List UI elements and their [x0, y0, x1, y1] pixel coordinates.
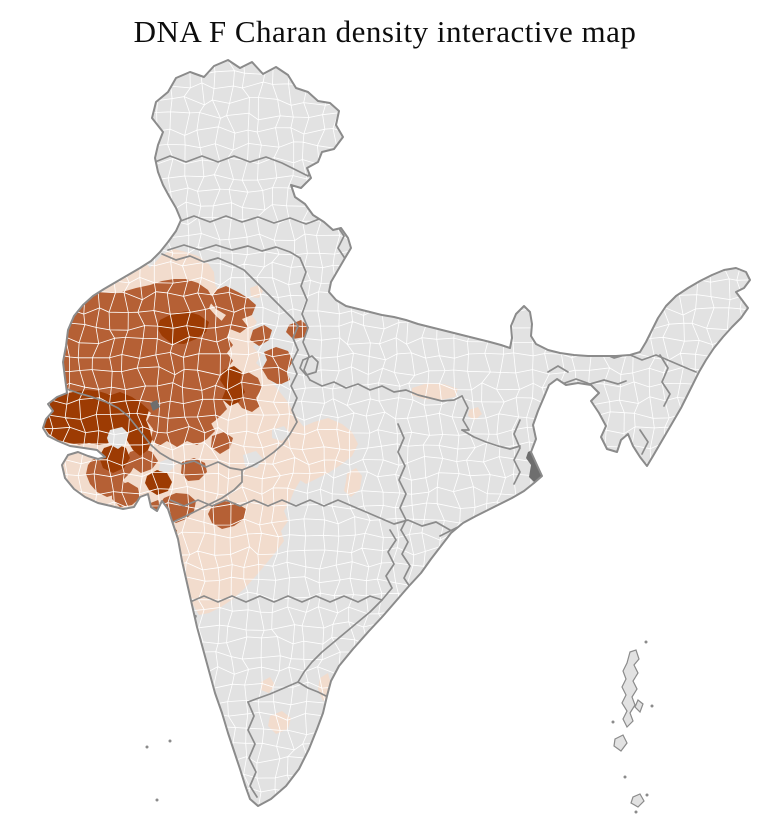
state-border: [63, 387, 243, 471]
district-salem-low[interactable]: [268, 711, 291, 734]
state-border: [461, 395, 470, 431]
state-border: [397, 423, 407, 531]
state-border: [513, 419, 521, 485]
district-saurashtra-medium-2[interactable]: [112, 482, 140, 507]
state-border: [247, 701, 258, 798]
page-title: DNA F Charan density interactive map: [133, 14, 637, 49]
state-border: [247, 681, 299, 703]
state-border: [381, 529, 397, 601]
state-border: [154, 155, 319, 177]
mainland-group: [43, 60, 750, 806]
district-bihar-low[interactable]: [468, 407, 482, 420]
state-border: [561, 378, 627, 385]
state-border: [172, 469, 243, 523]
state-border: [547, 365, 569, 373]
state-border: [299, 355, 319, 376]
state-border: [639, 429, 649, 455]
district-haryana-low-pocket[interactable]: [250, 285, 263, 298]
state-border: [241, 349, 299, 471]
island-dot: [168, 739, 172, 743]
state-border: [161, 253, 299, 351]
district-gray-pocket-4[interactable]: [159, 458, 175, 473]
district-dungarpur-medium[interactable]: [211, 432, 233, 454]
india-outline: [42, 59, 751, 807]
state-border: [189, 595, 383, 603]
island-andaman-south[interactable]: [613, 734, 628, 752]
state-border: [299, 257, 311, 381]
island-nicobar-main[interactable]: [630, 793, 645, 808]
island-dot: [623, 775, 627, 779]
island-dot: [644, 640, 648, 644]
district-little-rann-gray[interactable]: [107, 427, 128, 449]
island-andaman-main[interactable]: [621, 649, 640, 729]
district-jodhpur-high[interactable]: [157, 311, 209, 344]
state-border: [297, 599, 383, 683]
district-east-medium-small[interactable]: [286, 320, 309, 339]
state-border: [309, 379, 463, 402]
island-dot: [155, 798, 159, 802]
state-border: [167, 244, 301, 259]
district-jaipur-south-medium[interactable]: [234, 372, 262, 412]
island-dot: [611, 720, 615, 724]
island-dot: [634, 810, 638, 814]
district-ajmer-high[interactable]: [220, 366, 245, 406]
state-border: [297, 681, 327, 697]
island-dot: [145, 745, 149, 749]
state-border: [461, 429, 521, 450]
marsh-rann-east: [150, 400, 160, 411]
island-dot: [650, 704, 654, 708]
state-border: [659, 354, 671, 407]
district-jalore-high[interactable]: [103, 392, 152, 456]
district-east-mp-low[interactable]: [344, 468, 362, 497]
state-border: [599, 351, 697, 373]
state-border: [169, 499, 451, 531]
island-dot: [645, 793, 649, 797]
island-andaman-side[interactable]: [634, 699, 644, 714]
